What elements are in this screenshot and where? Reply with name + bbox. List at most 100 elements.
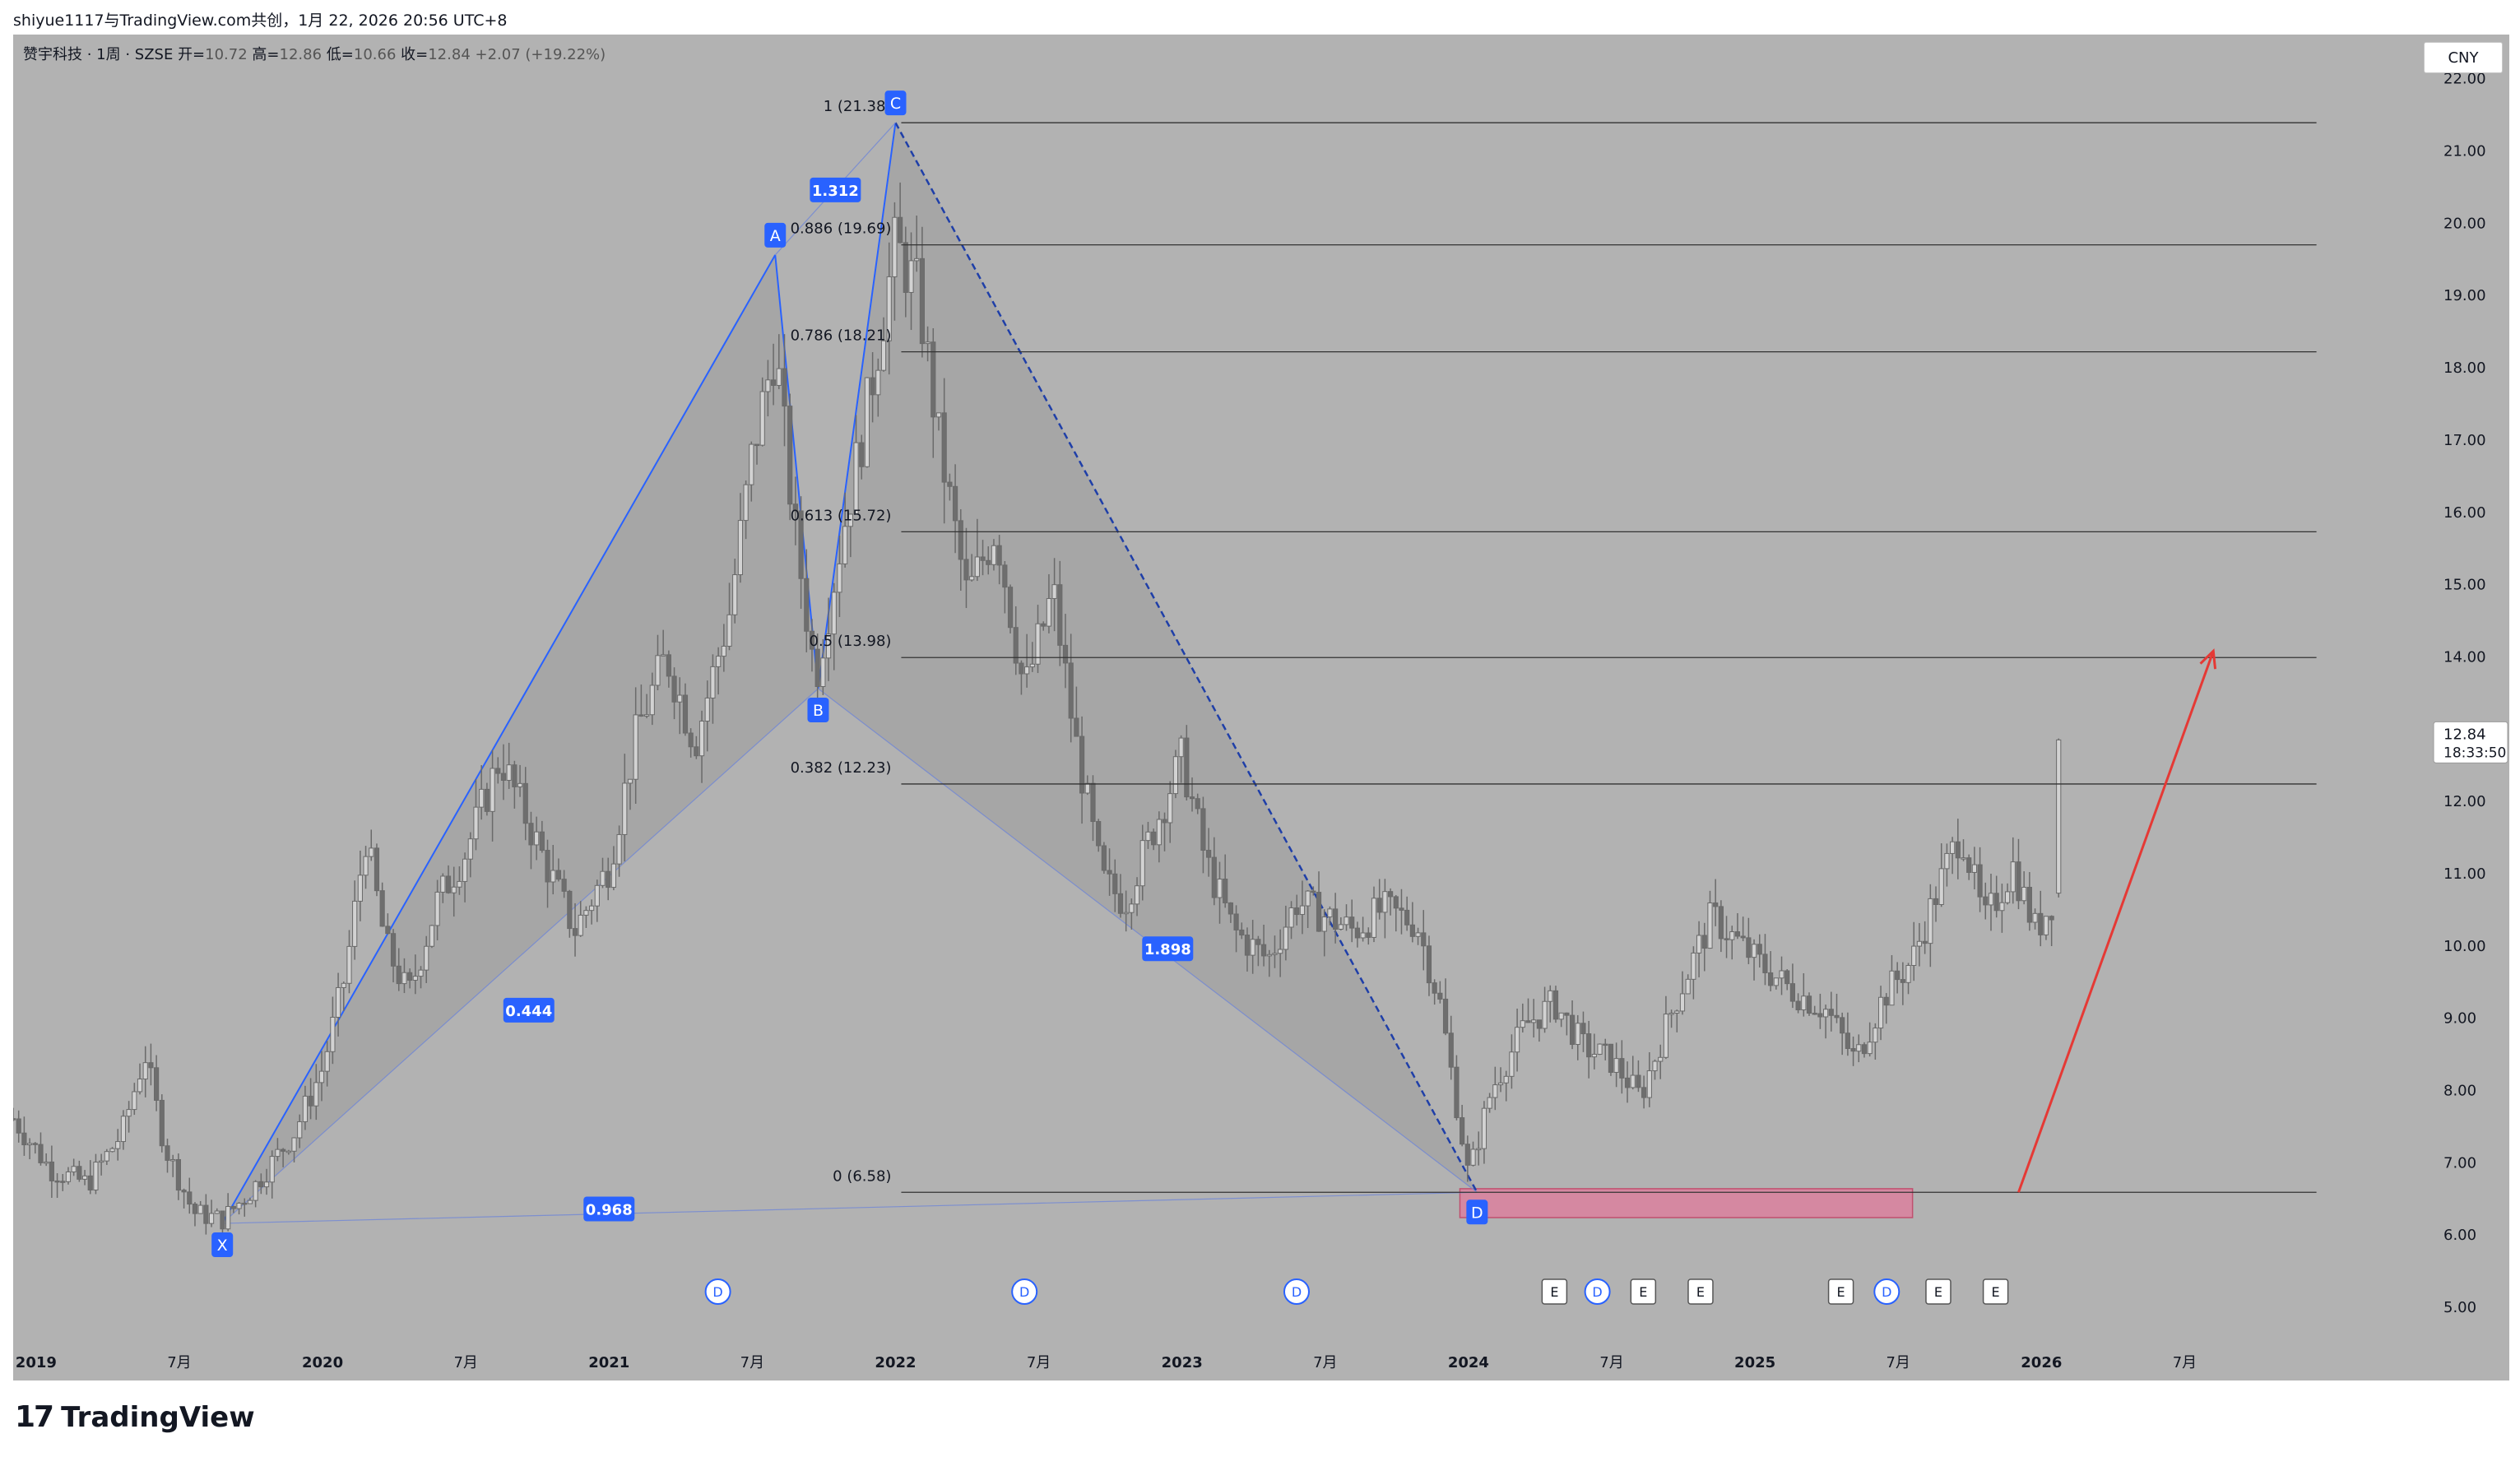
- candle-body: [1079, 735, 1085, 794]
- x-tick-13: 7月: [1886, 1354, 1910, 1371]
- candle-body: [555, 870, 562, 880]
- candle-body: [638, 714, 644, 717]
- candle-body: [698, 721, 705, 757]
- candle-body: [1184, 737, 1190, 798]
- candle-body: [1299, 905, 1306, 916]
- candle-body: [1437, 992, 1443, 1000]
- candle-body: [1773, 977, 1779, 986]
- candle-body: [1134, 885, 1140, 905]
- candle-body: [1460, 1117, 1465, 1145]
- candle-body: [1288, 907, 1294, 928]
- candle-body: [600, 870, 606, 886]
- candle-body: [1877, 996, 1884, 1029]
- candle-body: [1757, 944, 1762, 955]
- candle-body: [798, 510, 804, 579]
- candle-body: [93, 1162, 99, 1190]
- candle-body: [1228, 902, 1233, 915]
- candle-body: [1569, 1014, 1576, 1046]
- legend-part-6: 10.66: [354, 46, 401, 63]
- earnings-marker-10: [1982, 1278, 2009, 1305]
- candle-body: [1189, 796, 1195, 800]
- candle-body: [809, 630, 815, 650]
- candle-body: [721, 645, 726, 657]
- candle-body: [710, 666, 716, 698]
- candle-body: [1497, 1082, 1504, 1086]
- candle-body: [1751, 944, 1757, 958]
- candle-body: [291, 1137, 297, 1152]
- candle-body: [1971, 864, 1977, 873]
- candle-body: [1911, 945, 1917, 967]
- candle-body: [914, 258, 920, 262]
- candle-body: [1260, 944, 1267, 957]
- y-tick-5: 17.00: [2443, 432, 2486, 449]
- earnings-marker-label-6: E: [1696, 1284, 1705, 1300]
- candle-body: [1024, 666, 1030, 675]
- legend-part-9: +2.07 (+19.22%): [476, 46, 606, 63]
- candle-body: [1812, 1013, 1817, 1015]
- candle-body: [986, 559, 991, 565]
- candle-body: [1905, 965, 1911, 983]
- candle-body: [1768, 972, 1774, 986]
- candle-body: [2010, 861, 2016, 893]
- candle-body: [1123, 912, 1129, 915]
- candle-body: [649, 684, 655, 716]
- candle-body: [1641, 1087, 1647, 1098]
- ratio-label-2: 1.898: [1144, 941, 1191, 958]
- candle-body: [1724, 938, 1729, 940]
- candle-body: [1564, 1012, 1570, 1016]
- candle-body: [567, 890, 573, 930]
- candle-body: [661, 654, 666, 657]
- dividend-marker-label-4: D: [1592, 1284, 1602, 1300]
- currency-button[interactable]: CNY: [2424, 42, 2503, 73]
- earnings-marker-6: [1687, 1278, 1714, 1305]
- candle-body: [1542, 1000, 1548, 1029]
- candle-body: [269, 1156, 275, 1183]
- x-tick-1: 7月: [167, 1354, 191, 1371]
- candle-body: [825, 633, 832, 659]
- candle-body: [170, 1158, 176, 1162]
- candle-body: [500, 773, 507, 782]
- candle-body: [1801, 995, 1807, 1010]
- candle-body: [81, 1175, 88, 1180]
- candle-body: [1349, 916, 1355, 929]
- candle-body: [1845, 1032, 1850, 1050]
- price-chart[interactable]: 1 (21.38) 0.886 (19.69) 0.786 (18.21) 0.613…: [13, 35, 2509, 1380]
- dividend-marker-2: [1283, 1278, 1310, 1305]
- candle-body: [671, 675, 677, 703]
- candle-body: [1415, 932, 1421, 937]
- legend-part-4: 12.86: [280, 46, 327, 63]
- candle-body: [1883, 996, 1889, 1006]
- chart-area[interactable]: 1 (21.38) 0.886 (19.69) 0.786 (18.21) 0.613…: [13, 35, 2509, 1380]
- candle-body: [467, 838, 473, 860]
- legend-part-1: 开=: [178, 46, 205, 63]
- candle-body: [1211, 856, 1217, 898]
- candle-body: [726, 614, 732, 647]
- candle-body: [1327, 908, 1333, 918]
- y-tick-6: 16.00: [2443, 504, 2486, 522]
- candle-body: [737, 520, 744, 576]
- candle-body: [1993, 893, 1999, 912]
- candle-body: [1938, 868, 1944, 905]
- candle-body: [1558, 1012, 1564, 1020]
- candle-body: [534, 831, 540, 846]
- candle-body: [1658, 1056, 1664, 1062]
- candle-body: [1233, 913, 1239, 930]
- candle-body: [341, 982, 346, 988]
- x-tick-0: 2019: [16, 1354, 57, 1371]
- candle-body: [1668, 1012, 1674, 1015]
- dividend-marker-label-0: D: [712, 1284, 722, 1300]
- candle-body: [1421, 932, 1427, 947]
- candle-body: [1239, 929, 1245, 936]
- y-tick-17: 5.00: [2443, 1299, 2476, 1316]
- candle-body: [1624, 1077, 1631, 1088]
- candle-body: [732, 574, 738, 615]
- candle-body: [694, 746, 699, 757]
- candle-body: [517, 782, 523, 787]
- candle-body: [1062, 644, 1069, 664]
- candle-body: [2032, 912, 2038, 923]
- pattern-leg-BC: [817, 123, 897, 689]
- candle-body: [814, 648, 820, 688]
- ratio-badge-2: [1142, 936, 1194, 962]
- candle-body: [1481, 1107, 1487, 1149]
- candle-body: [1983, 896, 1989, 906]
